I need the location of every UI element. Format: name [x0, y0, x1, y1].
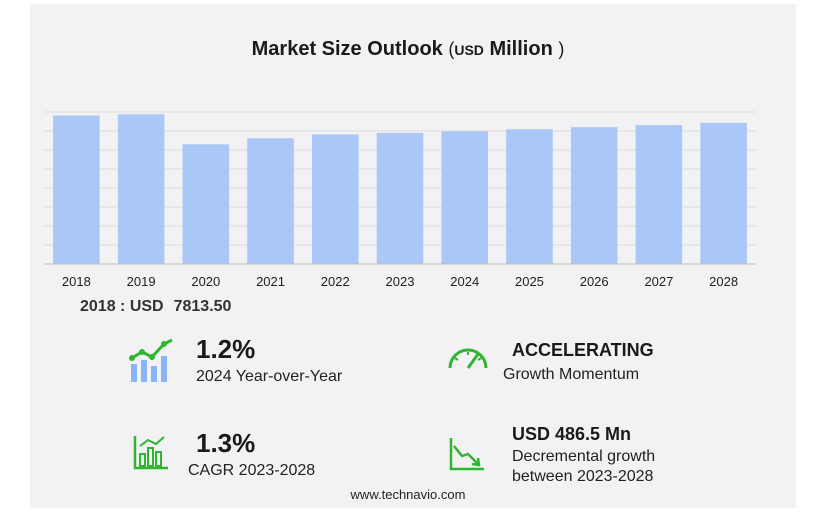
bar-2024 [441, 131, 489, 264]
bar-2026 [570, 127, 618, 264]
bar-2028 [700, 122, 747, 264]
stat-yoy: 1.2% 2024 Year-over-Year [196, 334, 342, 387]
title-unit-word: Million [489, 38, 553, 60]
momentum-label: Growth Momentum [503, 366, 640, 383]
x-tick-label: 2022 [321, 274, 350, 289]
bar-chart-icon [133, 436, 168, 470]
bar-2019 [117, 114, 165, 264]
growth-label-2: between 2023-2028 [512, 468, 654, 485]
x-tick-label: 2019 [127, 274, 156, 289]
x-tick-label: 2027 [644, 274, 673, 289]
x-tick-label: 2028 [709, 274, 738, 289]
bar-2020 [182, 144, 230, 264]
growth-label-1: Decremental growth [512, 448, 656, 465]
speedometer-icon [448, 348, 488, 369]
title-paren-close: ) [558, 39, 565, 59]
baseline-year: 2018 : USD [80, 298, 164, 315]
stat-momentum: ACCELERATING Growth Momentum [503, 340, 654, 385]
momentum-value: ACCELERATING [512, 340, 654, 360]
cagr-label: CAGR 2023-2028 [188, 462, 316, 479]
x-tick-label: 2020 [191, 274, 220, 289]
source-footer: www.technavio.com [350, 487, 466, 502]
title-paren-open: ( [448, 39, 455, 59]
bar-2023 [376, 132, 424, 264]
x-tick-label: 2023 [386, 274, 415, 289]
x-tick-label: 2026 [580, 274, 609, 289]
title-unit-small: USD [454, 42, 484, 58]
yoy-label: 2024 Year-over-Year [196, 368, 343, 385]
stat-growth: USD 486.5 Mn Decremental growth between … [512, 424, 655, 487]
bar-chart: 2018 2019 2020 2021 2022 2023 2024 2025 2026 2027… [44, 111, 756, 289]
x-tick-label: 2021 [256, 274, 285, 289]
baseline-amount: 7813.50 [173, 298, 232, 315]
bar-2021 [247, 138, 294, 264]
growth-value: USD 486.5 Mn [512, 424, 632, 444]
x-tick-label: 2025 [515, 274, 544, 289]
x-tick-label: 2024 [450, 274, 479, 289]
bar-2025 [506, 129, 553, 264]
bar-2022 [311, 134, 359, 264]
baseline-value: 2018 : USD 7813.50 [80, 298, 231, 316]
cagr-value: 1.3% [196, 428, 256, 458]
growth-bars-icon [129, 338, 173, 382]
x-tick-label: 2018 [62, 274, 91, 289]
title-main: Market Size Outlook [251, 38, 443, 60]
decline-chart-icon [449, 438, 484, 471]
stat-cagr: 1.3% CAGR 2023-2028 [188, 428, 315, 481]
bar-2018 [53, 115, 100, 264]
yoy-value: 1.2% [196, 334, 256, 364]
bar-2027 [635, 125, 683, 264]
chart-title: Market Size Outlook (USD Million ) [0, 38, 816, 61]
